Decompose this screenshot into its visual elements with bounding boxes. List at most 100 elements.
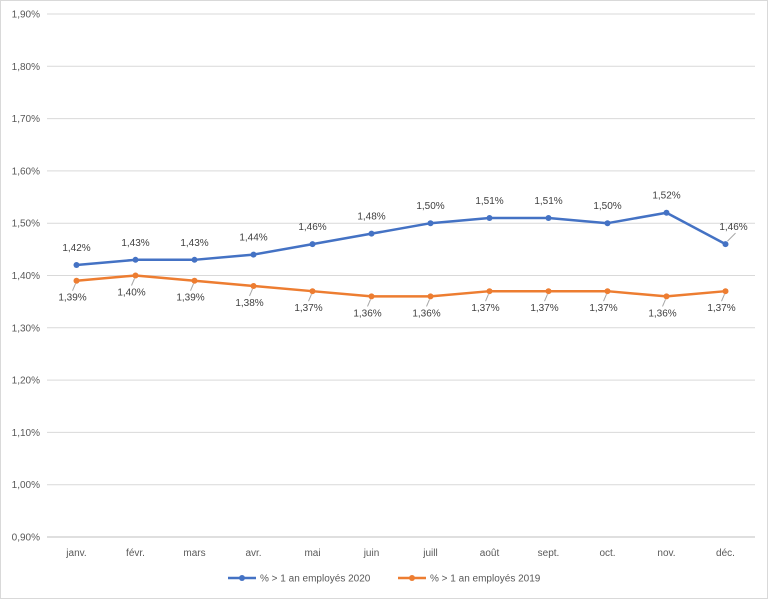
data-label: 1,50% bbox=[593, 201, 621, 212]
data-label: 1,36% bbox=[353, 308, 381, 319]
x-tick-label: août bbox=[480, 548, 500, 559]
data-point bbox=[73, 277, 80, 284]
label-leader bbox=[190, 283, 194, 291]
data-label: 1,44% bbox=[239, 233, 267, 244]
data-point bbox=[722, 288, 729, 295]
data-point bbox=[250, 282, 257, 289]
label-leader bbox=[485, 293, 489, 302]
data-label: 1,46% bbox=[719, 222, 747, 233]
data-label: 1,51% bbox=[534, 196, 562, 207]
data-label: 1,43% bbox=[121, 238, 149, 249]
data-point bbox=[486, 214, 493, 221]
data-label: 1,37% bbox=[471, 303, 499, 314]
label-leader bbox=[131, 278, 135, 286]
data-point bbox=[663, 293, 670, 300]
data-point bbox=[427, 220, 434, 227]
y-tick-label: 1,50% bbox=[12, 219, 40, 230]
data-label: 1,50% bbox=[416, 201, 444, 212]
legend-label: % > 1 an employés 2020 bbox=[260, 574, 371, 585]
data-label: 1,36% bbox=[648, 308, 676, 319]
data-point bbox=[250, 251, 257, 258]
label-leader bbox=[72, 283, 76, 291]
data-point bbox=[368, 230, 375, 237]
data-label: 1,48% bbox=[357, 212, 385, 223]
x-axis: janv. févr. mars avr. mai juin juill août sept. o… bbox=[65, 548, 735, 559]
y-tick-label: 0,90% bbox=[12, 533, 40, 544]
data-point bbox=[309, 288, 316, 295]
legend-entry: % > 1 an employés 2019 bbox=[398, 574, 541, 585]
series-group: 1,42% 1,43% 1,43% 1,44% 1,46% 1,48% 1,50% 1,51%… bbox=[58, 191, 747, 320]
x-tick-label: juin bbox=[363, 548, 380, 559]
data-label: 1,46% bbox=[298, 222, 326, 233]
x-tick-label: févr. bbox=[126, 548, 145, 559]
series-line bbox=[75, 274, 727, 298]
y-tick-label: 1,60% bbox=[12, 166, 40, 177]
x-tick-label: juill bbox=[422, 548, 437, 559]
legend-swatch-marker bbox=[239, 575, 245, 581]
data-point bbox=[486, 288, 493, 295]
data-point bbox=[663, 209, 670, 216]
data-label: 1,36% bbox=[412, 308, 440, 319]
data-point bbox=[427, 293, 434, 300]
data-label: 1,39% bbox=[176, 293, 204, 304]
y-tick-label: 1,10% bbox=[12, 428, 40, 439]
y-tick-label: 1,00% bbox=[12, 480, 40, 491]
label-leader bbox=[662, 299, 666, 307]
data-point bbox=[545, 214, 552, 221]
data-label: 1,52% bbox=[652, 191, 680, 202]
x-tick-label: avr. bbox=[245, 548, 261, 559]
x-tick-label: déc. bbox=[716, 548, 735, 559]
y-axis: 0,90% 1,00% 1,10% 1,20% 1,30% 1,40% 1,50% 1,60%… bbox=[12, 10, 40, 544]
data-label: 1,37% bbox=[589, 303, 617, 314]
label-leader bbox=[721, 293, 725, 302]
data-label: 1,37% bbox=[530, 303, 558, 314]
data-point bbox=[191, 256, 198, 263]
label-leader bbox=[727, 232, 736, 242]
y-tick-label: 1,20% bbox=[12, 376, 40, 387]
label-leader bbox=[308, 293, 312, 302]
data-point bbox=[191, 277, 198, 284]
y-tick-label: 1,70% bbox=[12, 114, 40, 125]
legend: % > 1 an employés 2020 % > 1 an employés … bbox=[228, 574, 541, 585]
series-line bbox=[75, 211, 727, 267]
label-leader bbox=[544, 293, 548, 302]
y-tick-label: 1,80% bbox=[12, 62, 40, 73]
data-label: 1,38% bbox=[235, 298, 263, 309]
data-point bbox=[132, 256, 139, 263]
y-tick-label: 1,40% bbox=[12, 271, 40, 282]
data-label: 1,42% bbox=[62, 243, 90, 254]
data-label: 1,37% bbox=[294, 303, 322, 314]
label-leader bbox=[367, 299, 371, 307]
data-point bbox=[132, 272, 139, 279]
data-point bbox=[604, 288, 611, 295]
data-label: 1,43% bbox=[180, 238, 208, 249]
legend-swatch-marker bbox=[409, 575, 415, 581]
series-2020: 1,42% 1,43% 1,43% 1,44% 1,46% 1,48% 1,50% 1,51%… bbox=[62, 191, 748, 269]
data-label: 1,51% bbox=[475, 196, 503, 207]
x-tick-label: sept. bbox=[538, 548, 560, 559]
data-point bbox=[309, 241, 316, 248]
x-tick-label: mars bbox=[183, 548, 205, 559]
x-tick-label: janv. bbox=[65, 548, 86, 559]
data-label: 1,39% bbox=[58, 293, 86, 304]
label-leader bbox=[426, 299, 430, 307]
data-point bbox=[722, 241, 729, 248]
data-point bbox=[545, 288, 552, 295]
x-tick-label: nov. bbox=[657, 548, 675, 559]
x-tick-label: oct. bbox=[599, 548, 615, 559]
y-tick-label: 1,30% bbox=[12, 323, 40, 334]
label-leader bbox=[603, 293, 607, 302]
data-point bbox=[604, 220, 611, 227]
data-label: 1,37% bbox=[707, 303, 735, 314]
y-tick-label: 1,90% bbox=[12, 10, 40, 21]
data-point bbox=[73, 262, 80, 269]
label-leader bbox=[249, 288, 253, 297]
data-point bbox=[368, 293, 375, 300]
series-2019: 1,39% 1,40% 1,39% 1,38% 1,37% 1,36% 1,36% 1,37%… bbox=[58, 272, 736, 319]
legend-label: % > 1 an employés 2019 bbox=[430, 574, 541, 585]
x-tick-label: mai bbox=[304, 548, 320, 559]
data-label: 1,40% bbox=[117, 288, 145, 299]
legend-entry: % > 1 an employés 2020 bbox=[228, 574, 371, 585]
